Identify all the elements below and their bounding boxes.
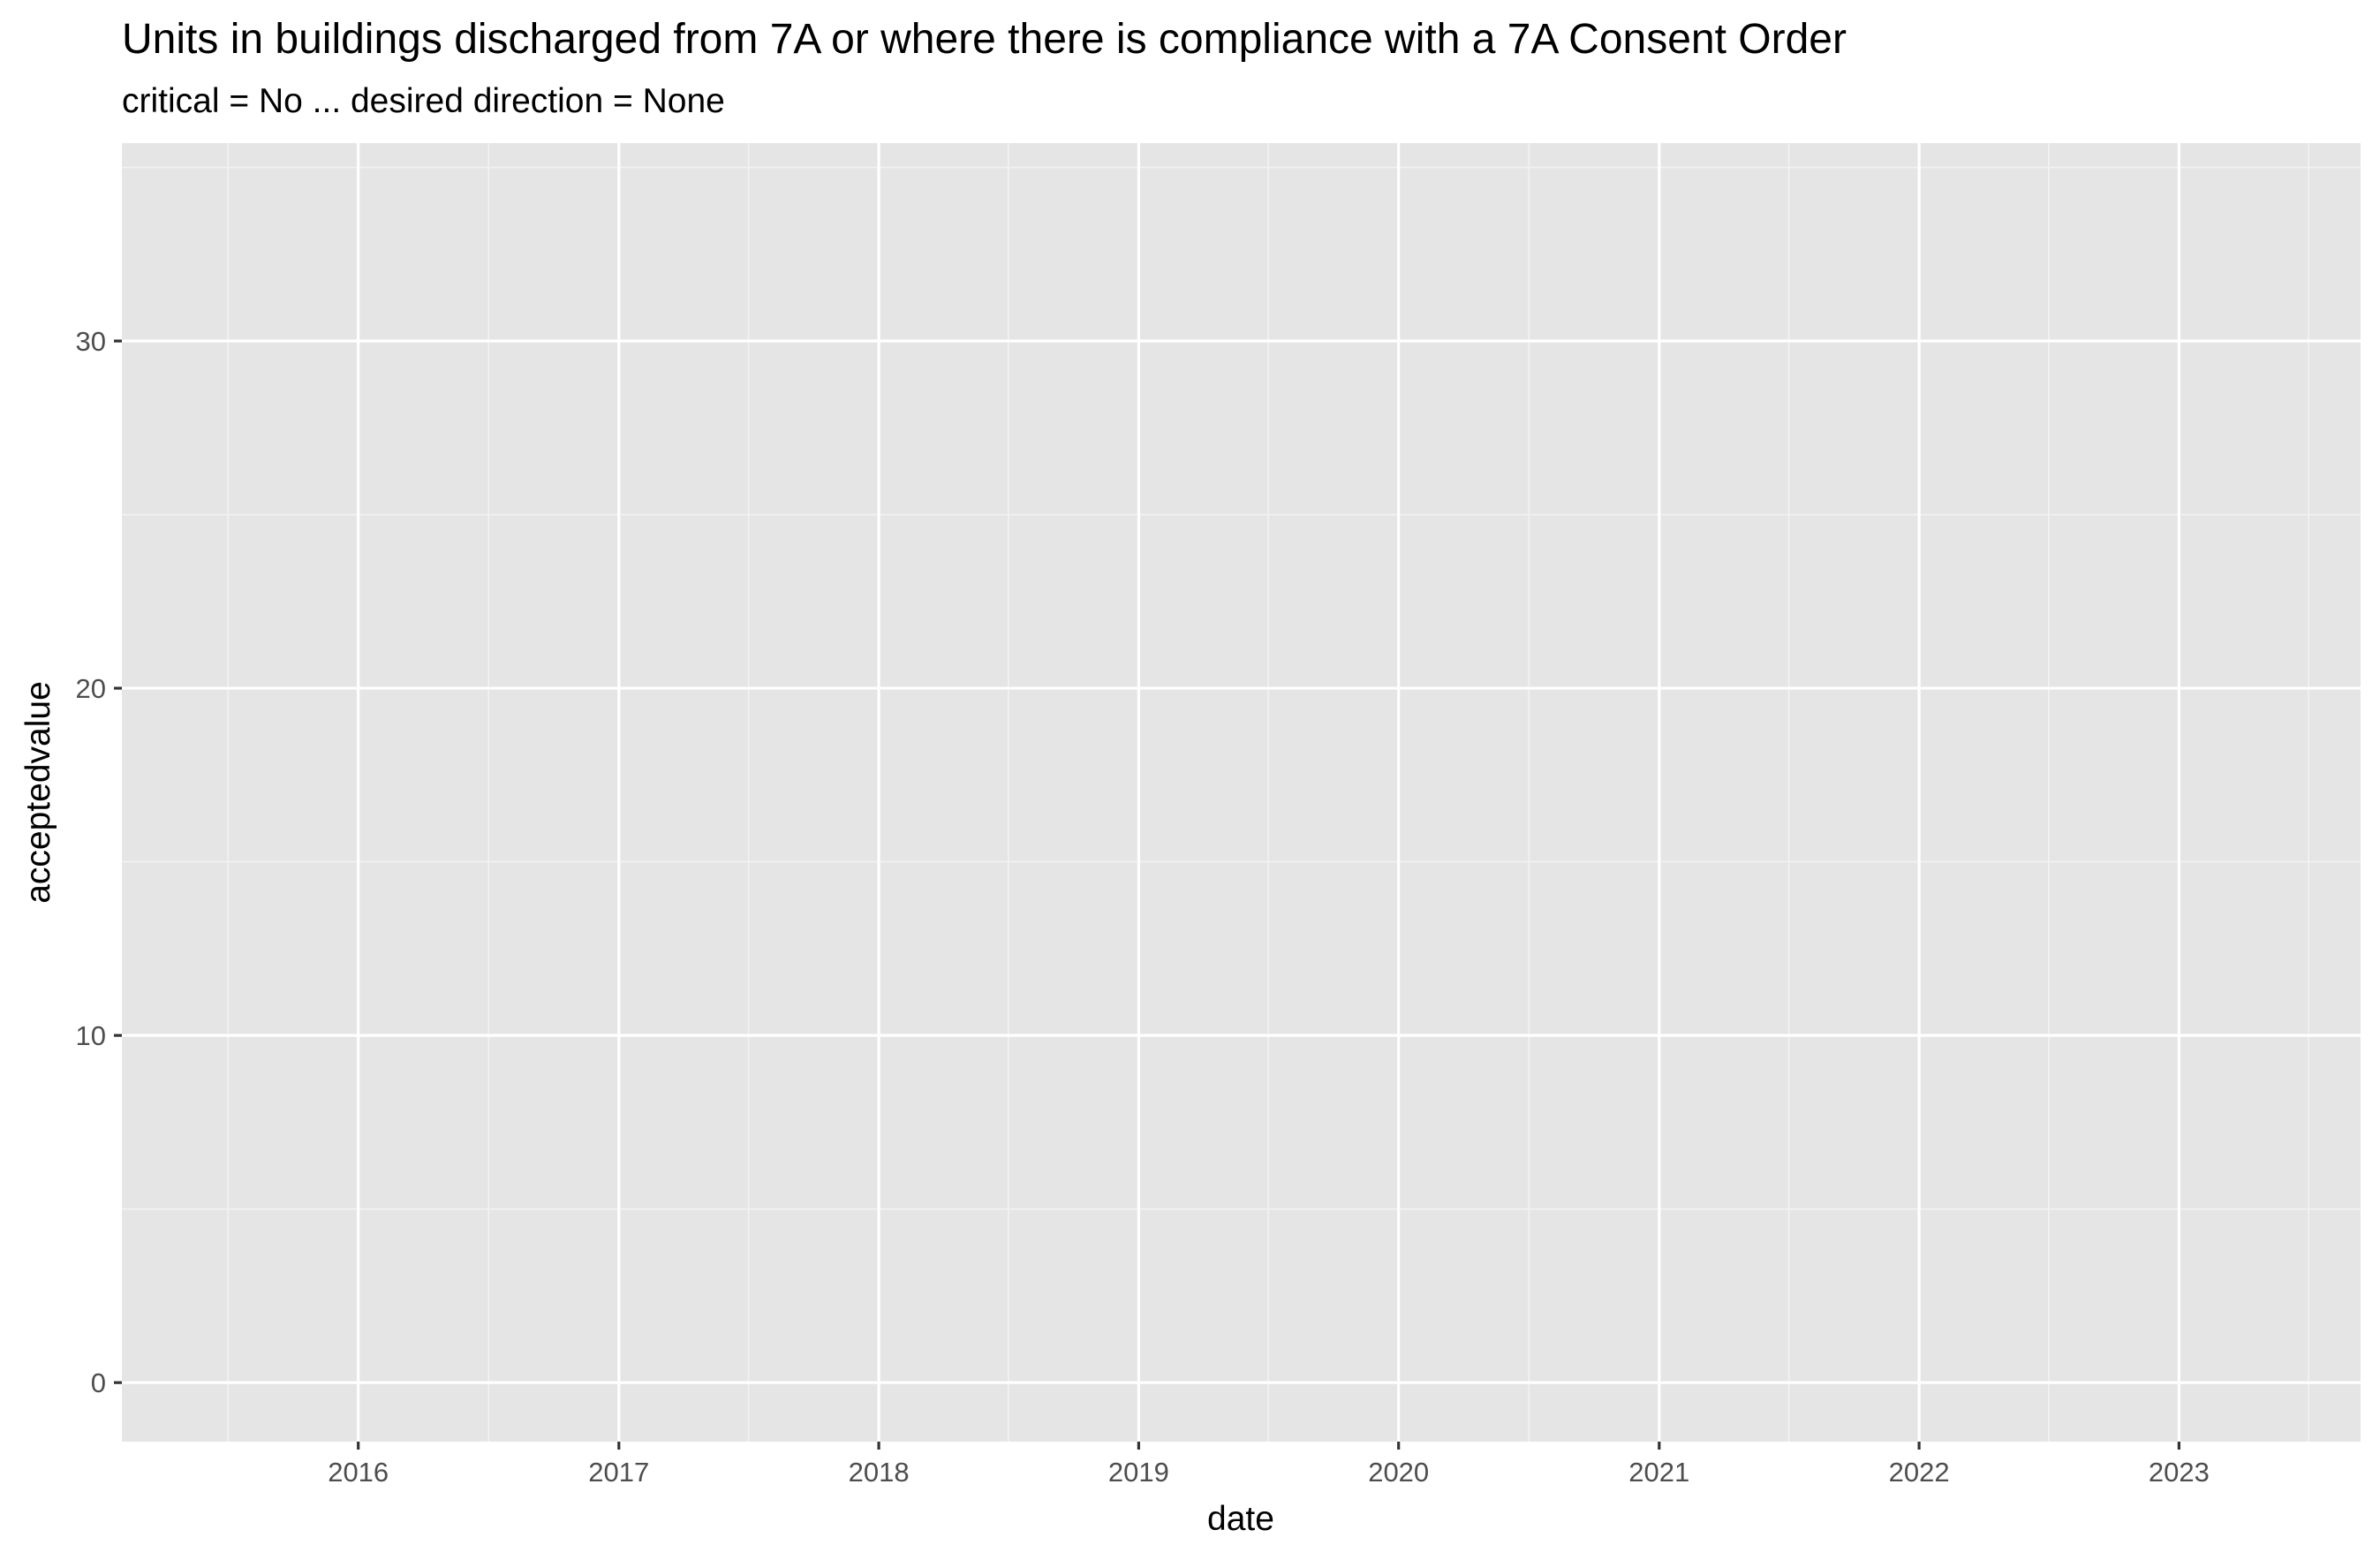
y-tick-label: 0 <box>91 1367 106 1398</box>
y-tick-label: 10 <box>76 1020 106 1051</box>
x-tick-label: 2021 <box>1628 1457 1689 1488</box>
x-axis-title: date <box>1207 1500 1274 1538</box>
y-axis-title: acceptedvalue <box>19 681 57 904</box>
chart-subtitle: critical = No ... desired direction = No… <box>122 82 725 120</box>
x-tick-label: 2017 <box>588 1457 649 1488</box>
major-gridlines <box>122 143 2361 1442</box>
x-tick-label: 2018 <box>849 1457 910 1488</box>
x-tick-label: 2016 <box>328 1457 389 1488</box>
chart-title: Units in buildings discharged from 7A or… <box>122 16 1847 63</box>
y-tick-label: 30 <box>76 326 106 357</box>
y-tick-label: 20 <box>76 673 106 704</box>
x-tick-label: 2023 <box>2149 1457 2210 1488</box>
x-tick-label: 2020 <box>1368 1457 1429 1488</box>
x-tick-label: 2022 <box>1889 1457 1950 1488</box>
plot-panel <box>122 143 2361 1442</box>
x-tick-label: 2019 <box>1108 1457 1169 1488</box>
y-axis: 0 10 20 30 <box>76 326 122 1398</box>
minor-gridlines <box>122 143 2361 1442</box>
x-axis: 2016 2017 2018 2019 2020 2021 2022 2023 <box>328 1442 2210 1488</box>
